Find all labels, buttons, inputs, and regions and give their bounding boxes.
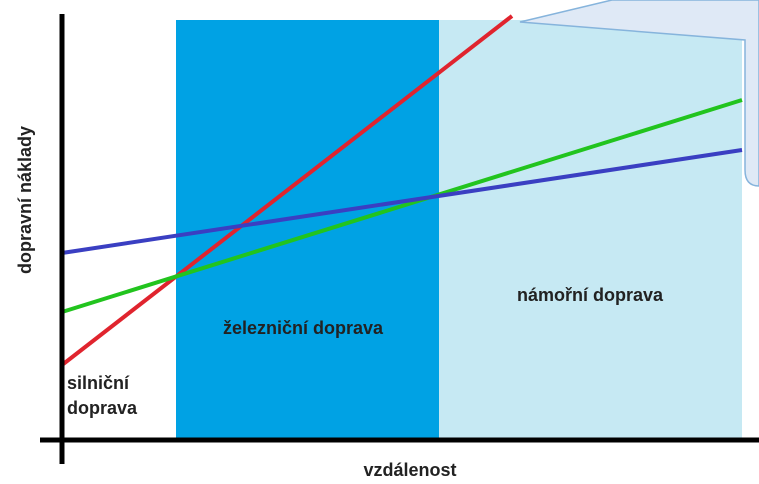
zone-label: doprava: [67, 398, 138, 418]
sea-cost-line: [61, 148, 743, 255]
road-cost-line: [60, 14, 514, 367]
y-axis-label: dopravní náklady: [15, 126, 35, 274]
zone-label: železniční doprava: [223, 318, 384, 338]
zone-label: silniční: [67, 373, 130, 393]
sea-zone: [439, 20, 742, 440]
zone-label: námořní doprava: [517, 285, 664, 305]
rail-cost-line: [61, 98, 743, 314]
x-axis-label: vzdálenost: [363, 460, 456, 480]
